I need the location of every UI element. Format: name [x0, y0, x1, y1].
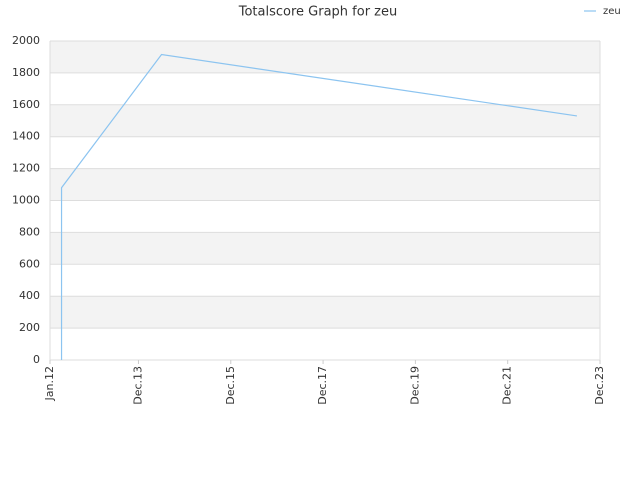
- y-tick-label: 2000: [12, 34, 40, 47]
- grid-band: [50, 232, 600, 265]
- x-tick-label: Dec.21: [501, 366, 514, 405]
- y-tick-label: 1800: [12, 66, 40, 79]
- grid-band: [50, 168, 600, 201]
- x-tick-label: Dec.17: [316, 366, 329, 405]
- chart-title: Totalscore Graph for zeu: [238, 5, 398, 20]
- y-tick-label: 1600: [12, 98, 40, 111]
- y-tick-label: 0: [33, 353, 40, 366]
- x-tick-label: Dec.13: [131, 366, 144, 405]
- y-tick-label: 800: [19, 225, 40, 238]
- y-tick-label: 600: [19, 257, 40, 270]
- grid-band: [50, 104, 600, 137]
- line: [60, 53, 578, 360]
- grid-band: [50, 41, 600, 73]
- legend-label: zeu: [603, 6, 621, 17]
- y-tick-label: 1400: [12, 130, 40, 143]
- x-tick-label: Jan.12: [43, 366, 56, 401]
- y-tick-label: 200: [19, 321, 40, 334]
- x-tick-label: Dec.15: [224, 366, 237, 405]
- x-tick-label: Dec.23: [593, 366, 606, 405]
- y-tick-label: 1000: [12, 194, 40, 207]
- y-tick-label: 400: [19, 289, 40, 302]
- x-tick-label: Dec.19: [408, 366, 421, 405]
- y-tick-label: 1200: [12, 162, 40, 175]
- grid-band: [50, 296, 600, 329]
